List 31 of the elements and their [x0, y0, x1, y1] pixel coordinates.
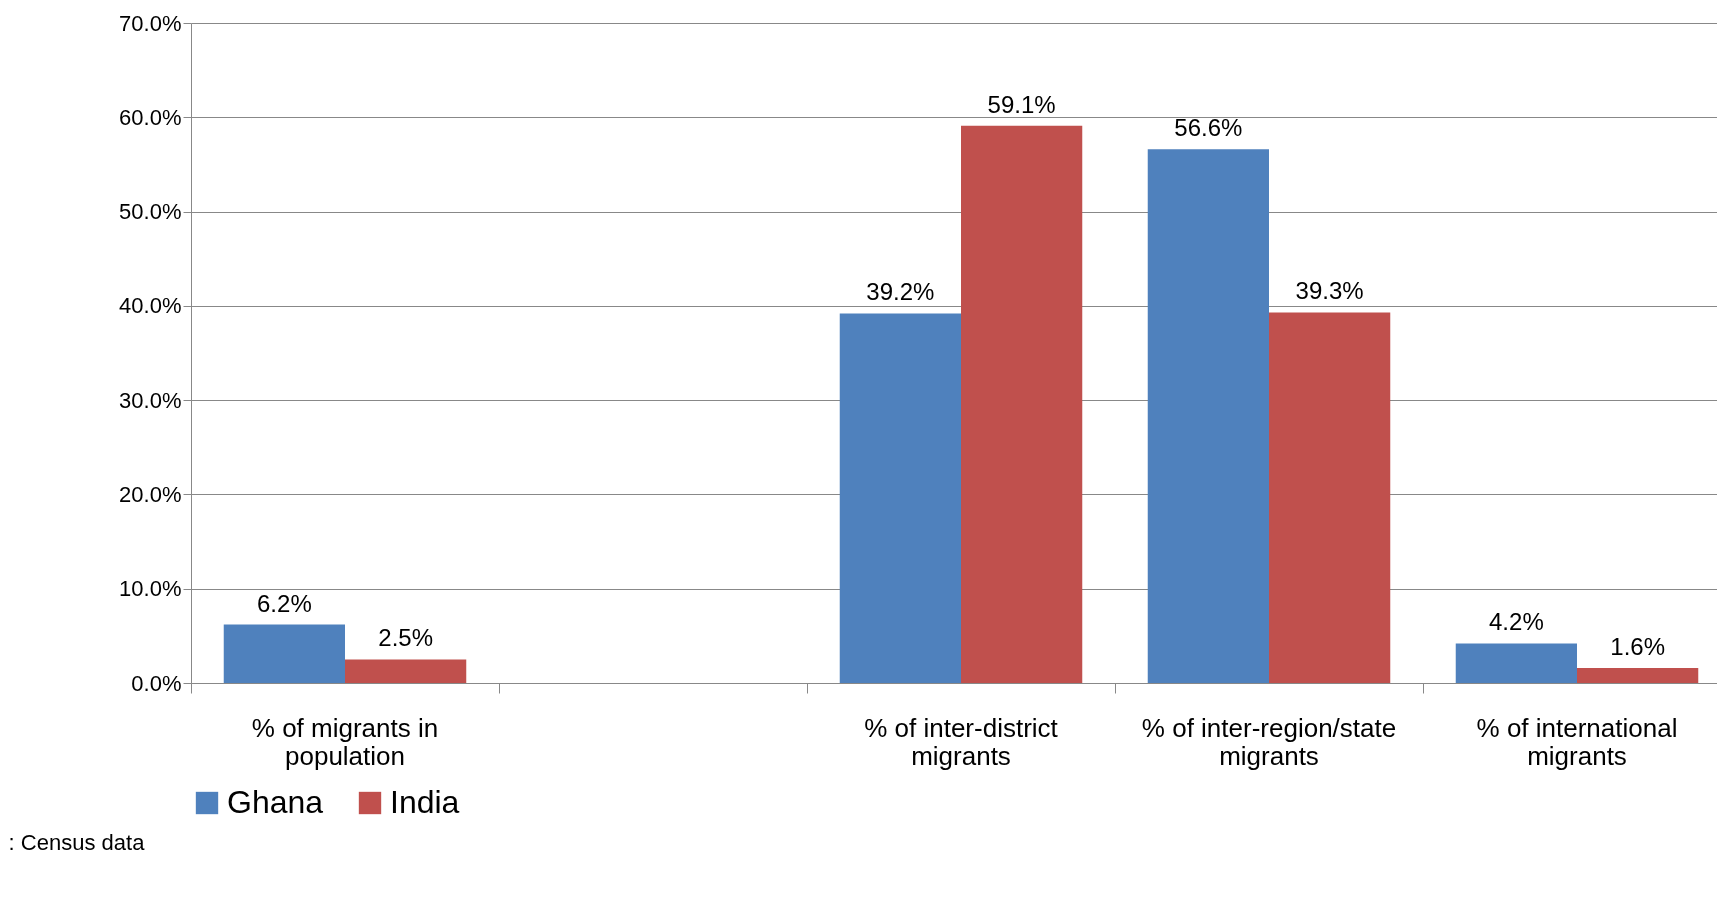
x-tick-label: % of migrants in population — [251, 712, 439, 771]
text: : Census data — [8, 830, 146, 855]
data-label: 59.1% — [987, 90, 1056, 118]
bar — [1147, 149, 1269, 683]
bar — [345, 659, 467, 683]
bar — [1577, 667, 1699, 683]
y-tick-label: 0.0% — [131, 670, 182, 696]
data-label: 6.2% — [257, 589, 312, 617]
data-label: 39.3% — [1295, 277, 1364, 305]
y-tick-label: 30.0% — [119, 387, 182, 413]
y-tick-label: 10.0% — [119, 576, 182, 602]
data-label: 1.6% — [1610, 632, 1665, 660]
y-tick-label: 70.0% — [119, 10, 182, 36]
bar — [961, 125, 1083, 683]
y-tick-label: 40.0% — [119, 293, 182, 319]
y-tick-label: 50.0% — [119, 199, 182, 225]
data-label: 4.2% — [1489, 608, 1544, 636]
x-tick-label: % of inter-district migrants — [864, 712, 1059, 771]
bar — [1455, 643, 1577, 683]
legend-label: Ghana — [227, 784, 324, 820]
x-tick-label: % of international migrants — [1476, 712, 1678, 771]
data-label: 56.6% — [1174, 114, 1243, 142]
x-tick-label: % of inter-region/state migrants — [1141, 712, 1397, 771]
y-tick-label: 20.0% — [119, 481, 182, 507]
data-label: 2.5% — [378, 624, 433, 652]
bar — [1269, 312, 1391, 683]
data-label: 39.2% — [866, 278, 935, 306]
y-tick-label: 60.0% — [119, 104, 182, 130]
legend-label: India — [390, 784, 460, 820]
bar — [839, 313, 961, 683]
bar — [223, 624, 345, 683]
